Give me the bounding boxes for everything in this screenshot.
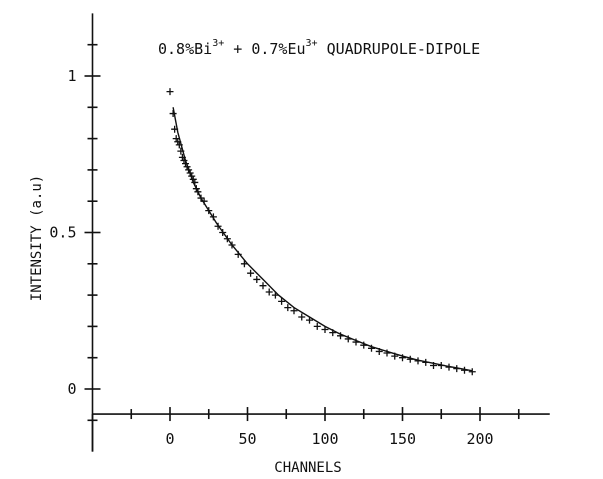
data-point xyxy=(178,153,186,161)
data-point xyxy=(209,213,217,221)
y-tick-label: 0.5 xyxy=(49,224,76,242)
data-point xyxy=(223,235,231,243)
data-point xyxy=(414,357,422,365)
data-point xyxy=(259,282,267,290)
data-point xyxy=(383,349,391,357)
data-point xyxy=(228,241,236,249)
data-point xyxy=(182,160,189,168)
data-point xyxy=(368,344,375,352)
data-point xyxy=(171,125,179,133)
data-point xyxy=(205,207,213,215)
data-point xyxy=(265,288,273,296)
data-point xyxy=(391,352,399,360)
data-point xyxy=(191,178,199,186)
x-tick-label: 0 xyxy=(165,430,174,448)
axes xyxy=(91,13,550,452)
data-point xyxy=(214,222,222,230)
data-point xyxy=(200,197,208,205)
data-point xyxy=(166,88,174,96)
data-point xyxy=(461,366,468,374)
title-middle: + 0.7%Eu xyxy=(224,40,305,58)
y-tick-label: 0 xyxy=(67,380,76,398)
data-point xyxy=(313,322,321,330)
data-point xyxy=(278,297,286,305)
data-point xyxy=(468,368,476,376)
data-point xyxy=(306,316,313,324)
title-sup-1: 3+ xyxy=(212,38,224,49)
data-point xyxy=(344,335,352,343)
data-point xyxy=(189,175,197,183)
x-tick-label: 100 xyxy=(311,430,338,448)
title-suffix: QUADRUPOLE-DIPOLE xyxy=(318,40,481,58)
data-point xyxy=(453,365,461,373)
data-point xyxy=(437,362,445,370)
data-points xyxy=(166,88,476,376)
x-tick-label: 200 xyxy=(466,430,493,448)
title-prefix: 0.8%Bi xyxy=(158,40,212,58)
data-point xyxy=(329,329,337,337)
y-axis-label: INTENSITY (a.u) xyxy=(29,175,45,301)
data-point xyxy=(175,141,183,149)
data-point xyxy=(240,260,248,268)
data-point xyxy=(234,250,242,258)
x-axis-label: CHANNELS xyxy=(274,460,341,476)
data-point xyxy=(422,358,430,366)
data-point xyxy=(192,185,200,193)
data-point xyxy=(183,163,191,171)
title-sup-2: 3+ xyxy=(306,38,318,49)
data-point xyxy=(169,110,177,118)
data-point xyxy=(430,362,437,370)
data-point xyxy=(337,332,344,340)
data-point xyxy=(174,138,182,146)
data-point xyxy=(375,347,383,355)
x-tick-label: 150 xyxy=(389,430,416,448)
data-point xyxy=(290,307,298,315)
data-point xyxy=(185,166,193,174)
data-point xyxy=(360,341,368,349)
data-point xyxy=(188,172,196,180)
data-point xyxy=(298,313,306,321)
data-point xyxy=(445,363,453,371)
data-point xyxy=(177,147,185,155)
data-point xyxy=(253,275,261,283)
data-point xyxy=(219,229,227,236)
data-point xyxy=(186,169,194,177)
data-point xyxy=(399,354,406,362)
data-point xyxy=(247,269,255,277)
data-point xyxy=(284,304,292,312)
data-point xyxy=(194,188,202,196)
data-point xyxy=(180,157,188,165)
data-point xyxy=(321,326,329,334)
ticks: 0 50 100 150 200 0 0.5 1 xyxy=(49,43,520,452)
chart-title: 0.8%Bi3+ + 0.7%Eu3+ QUADRUPOLE-DIPOLE xyxy=(158,38,480,58)
y-tick-label: 1 xyxy=(67,67,76,85)
data-point xyxy=(172,135,180,143)
data-point xyxy=(271,291,279,299)
data-point xyxy=(406,355,414,363)
fit-curve xyxy=(172,107,473,372)
data-point xyxy=(352,338,360,346)
x-tick-label: 50 xyxy=(238,430,256,448)
data-point xyxy=(197,194,205,202)
fit-curve-group xyxy=(172,107,473,372)
